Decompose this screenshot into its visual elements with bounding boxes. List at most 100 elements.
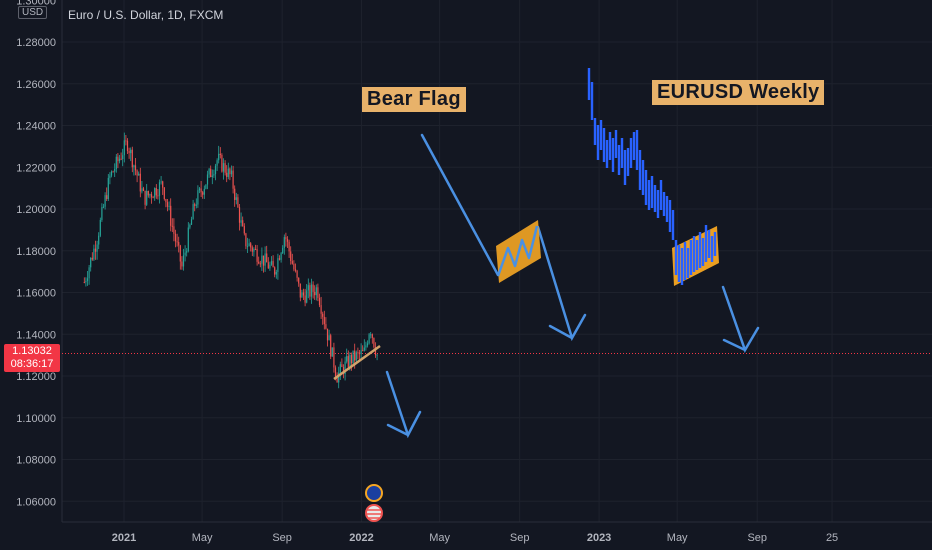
candle-body	[98, 235, 100, 245]
candle-body	[189, 224, 191, 228]
candle-body	[198, 188, 201, 191]
candle-body	[238, 207, 241, 223]
price-tick-label: 1.22000	[16, 162, 56, 174]
projection-arrow	[385, 370, 422, 439]
candle-body	[93, 248, 95, 260]
candle-body	[269, 264, 271, 269]
candle-body	[163, 187, 165, 200]
candle-body	[248, 243, 250, 247]
candle-body	[318, 297, 321, 306]
candle-body	[344, 361, 346, 375]
candle-body	[312, 284, 314, 292]
candle-body	[155, 188, 157, 196]
candle-body	[86, 278, 89, 281]
time-axis[interactable]: 2021 May Sep 2022 May Sep 2023 May Sep 25	[62, 521, 932, 544]
candle-body	[184, 252, 186, 256]
time-tick-label: May	[667, 532, 688, 544]
candle-body	[358, 352, 361, 355]
candle-body	[138, 173, 140, 176]
candle-body	[298, 277, 300, 284]
time-tick-label: 2021	[112, 532, 136, 544]
candle-body	[341, 364, 343, 368]
candle-body	[237, 197, 239, 208]
candle-body	[194, 204, 196, 206]
price-axis[interactable]: 1.30000 1.28000 1.26000 1.24000 1.22000 1.200…	[16, 0, 63, 522]
candle-body	[154, 188, 156, 198]
candle-body	[349, 355, 351, 368]
wedge-support-line	[333, 344, 381, 381]
candle-body	[370, 334, 372, 336]
candle-body	[242, 220, 244, 227]
candle-body	[314, 291, 316, 296]
candle-body	[322, 313, 324, 317]
candle-body	[210, 168, 212, 178]
candle-body	[290, 251, 292, 262]
candle-body	[222, 163, 225, 172]
candle-body	[182, 255, 185, 267]
time-tick-label: Sep	[747, 532, 767, 544]
candle-body	[251, 247, 253, 252]
weekly-label: EURUSD Weekly	[652, 80, 825, 105]
price-tick-label: 1.12000	[16, 371, 56, 383]
candle-body	[216, 160, 218, 166]
currency-badge[interactable]: USD	[18, 6, 48, 19]
candles-series	[83, 132, 378, 389]
candle-body	[149, 194, 151, 196]
candle-body	[146, 191, 148, 205]
candle-body	[85, 280, 87, 283]
time-tick-label: 2023	[587, 532, 611, 544]
candle-body	[142, 188, 145, 191]
candle-body	[128, 150, 130, 154]
candle-body	[275, 271, 277, 275]
time-tick-label: Sep	[510, 532, 530, 544]
candle-body	[157, 195, 159, 197]
candle-body	[102, 206, 105, 208]
candle-body	[126, 140, 129, 151]
bear-flag-label: Bear Flag	[362, 87, 466, 112]
candle-body	[288, 241, 290, 252]
candle-body	[317, 287, 319, 298]
candle-body	[227, 168, 229, 177]
candle-body	[110, 171, 113, 176]
candle-body	[350, 355, 353, 364]
candle-body	[262, 255, 265, 266]
candle-body	[320, 305, 322, 314]
candle-body	[259, 263, 261, 265]
candle-body	[309, 285, 311, 297]
time-tick-label: May	[192, 532, 213, 544]
candle-body	[120, 158, 122, 160]
candle-body	[234, 188, 236, 200]
candle-body	[125, 140, 127, 142]
price-tick-label: 1.18000	[16, 246, 56, 258]
candle-body	[274, 267, 276, 275]
candle-body	[371, 334, 373, 338]
eu-flag-icon[interactable]	[365, 484, 383, 502]
candle-body	[246, 246, 249, 248]
candle-body	[106, 195, 108, 200]
candle-body	[165, 199, 167, 203]
candle-body	[170, 205, 172, 226]
candle-body	[363, 347, 365, 351]
candle-body	[294, 269, 297, 271]
candle-body	[136, 170, 138, 176]
candle-body	[360, 350, 362, 355]
event-icons[interactable]	[365, 484, 383, 522]
candle-body	[224, 163, 226, 173]
symbol-title[interactable]: Euro / U.S. Dollar, 1D, FXCM	[68, 8, 224, 22]
candle-body	[122, 155, 124, 160]
candle-body	[333, 347, 335, 368]
weekly-illustration	[587, 68, 760, 353]
us-flag-stripes	[366, 509, 382, 519]
candle-body	[176, 241, 178, 243]
price-tick-label: 1.24000	[16, 121, 56, 133]
weekly-arrow	[721, 285, 760, 353]
price-tick-label: 1.14000	[16, 329, 56, 341]
time-tick-label: 25	[826, 532, 838, 544]
candle-body	[96, 244, 98, 252]
candle-body	[90, 257, 92, 268]
candle-body	[323, 316, 325, 325]
candle-body	[328, 335, 330, 341]
us-flag-icon[interactable]	[365, 504, 383, 522]
candle-body	[107, 177, 109, 200]
